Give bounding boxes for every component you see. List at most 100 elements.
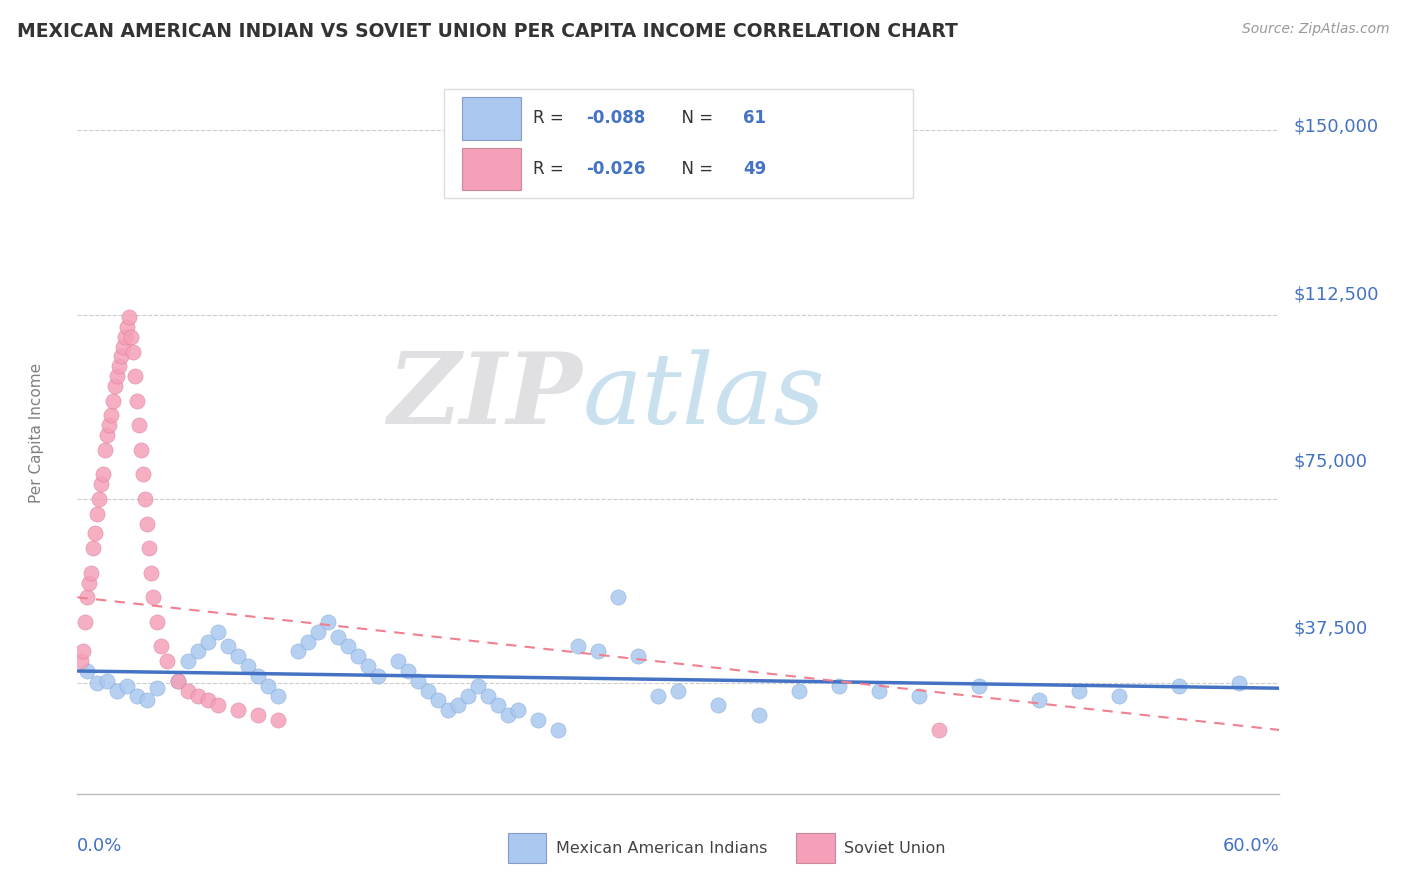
FancyBboxPatch shape (463, 147, 520, 190)
Point (166, 673, 188, 688)
Point (120, 330, 142, 344)
Text: 49: 49 (744, 160, 766, 178)
Point (1028, 693, 1050, 707)
Point (486, 698, 509, 713)
Point (457, 689, 479, 703)
Point (787, 683, 810, 698)
Point (93, 467, 115, 482)
Point (128, 418, 150, 433)
Point (150, 640, 173, 654)
Point (236, 659, 259, 673)
Point (127, 393, 149, 408)
Point (75, 615, 97, 629)
Point (186, 644, 209, 658)
Point (76, 591, 98, 605)
Text: MEXICAN AMERICAN INDIAN VS SOVIET UNION PER CAPITA INCOME CORRELATION CHART: MEXICAN AMERICAN INDIAN VS SOVIET UNION … (17, 22, 957, 41)
Point (156, 654, 179, 668)
Point (100, 409, 122, 423)
Point (1168, 679, 1191, 693)
Point (668, 683, 690, 698)
Point (146, 615, 169, 629)
Point (967, 679, 990, 693)
Point (80, 566, 103, 580)
Point (86, 676, 108, 690)
Point (110, 350, 132, 364)
Point (82, 541, 104, 555)
Point (70, 654, 93, 668)
Point (527, 713, 550, 727)
Text: Per Capita Income: Per Capita Income (28, 362, 44, 503)
Point (84, 526, 107, 541)
Point (176, 683, 198, 698)
Point (96, 428, 118, 442)
Point (136, 516, 159, 531)
Point (131, 442, 153, 457)
FancyBboxPatch shape (463, 97, 520, 140)
Text: Soviet Union: Soviet Union (844, 840, 946, 855)
Point (104, 379, 127, 393)
Point (547, 723, 569, 737)
Text: Mexican American Indians: Mexican American Indians (555, 840, 768, 855)
Point (496, 708, 519, 723)
Point (246, 669, 269, 683)
Point (326, 630, 349, 644)
Point (467, 679, 489, 693)
Point (112, 340, 135, 354)
Point (647, 689, 669, 703)
Point (103, 393, 125, 408)
Point (117, 679, 139, 693)
Point (868, 683, 890, 698)
Point (132, 467, 155, 482)
Point (207, 698, 229, 713)
Point (1229, 676, 1251, 690)
Point (86, 507, 108, 521)
Text: -0.026: -0.026 (586, 160, 645, 178)
Point (367, 669, 389, 683)
Point (246, 708, 269, 723)
Point (336, 640, 359, 654)
Point (396, 664, 419, 678)
Point (146, 681, 169, 696)
Point (707, 698, 730, 713)
Point (307, 624, 329, 639)
Text: ZIP: ZIP (387, 348, 582, 445)
Point (96, 673, 118, 688)
Point (416, 683, 439, 698)
Point (316, 615, 339, 629)
Point (94, 442, 117, 457)
Text: N =: N = (671, 110, 718, 128)
Text: 60.0%: 60.0% (1223, 838, 1279, 855)
Point (141, 566, 163, 580)
Point (406, 673, 429, 688)
Point (79, 575, 101, 590)
Point (117, 320, 139, 334)
Point (627, 649, 650, 664)
Point (217, 640, 239, 654)
FancyBboxPatch shape (796, 833, 835, 863)
Point (387, 654, 409, 668)
Text: 0.0%: 0.0% (77, 838, 122, 855)
FancyBboxPatch shape (444, 89, 912, 198)
Point (197, 693, 219, 707)
Point (127, 689, 149, 703)
Point (1108, 689, 1130, 703)
Point (297, 634, 319, 648)
Point (118, 310, 141, 325)
Text: Source: ZipAtlas.com: Source: ZipAtlas.com (1241, 22, 1389, 37)
Point (287, 644, 309, 658)
Point (114, 330, 136, 344)
Point (207, 624, 229, 639)
Point (108, 359, 131, 374)
Point (138, 541, 160, 555)
Point (447, 698, 470, 713)
Point (176, 654, 198, 668)
Point (267, 689, 290, 703)
Text: N =: N = (671, 160, 718, 178)
Text: R =: R = (533, 160, 569, 178)
Point (437, 703, 460, 717)
FancyBboxPatch shape (508, 833, 546, 863)
Point (72, 644, 94, 658)
Point (90, 477, 112, 491)
Point (588, 644, 610, 658)
Point (197, 634, 219, 648)
